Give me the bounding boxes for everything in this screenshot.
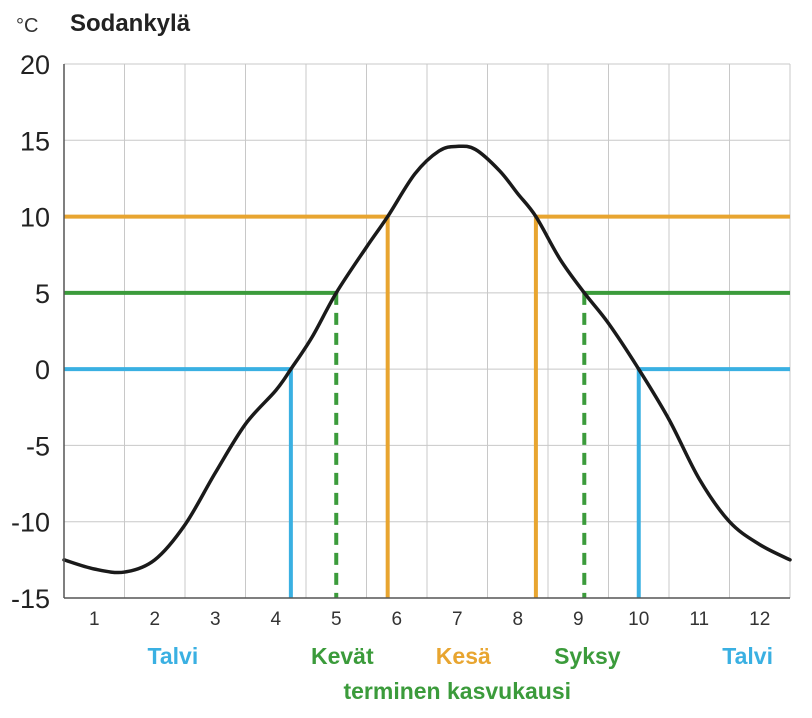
x-tick-label: 11	[689, 609, 709, 630]
x-tick-label: 6	[391, 609, 402, 630]
x-tick-label: 10	[628, 609, 649, 630]
temperature-line	[62, 144, 792, 575]
axes	[63, 64, 790, 599]
labels-layer: °C Sodankylä 1 2 3 4 5 6 7 8 9 10 11 1220151050-5-1…	[11, 10, 773, 704]
grid	[63, 63, 791, 599]
y-unit-label: °C	[16, 15, 38, 37]
x-tick-label: 5	[331, 609, 342, 630]
x-tick-label: 8	[512, 609, 523, 630]
y-tick-label: 5	[35, 279, 50, 309]
season-label: Syksy	[554, 643, 621, 669]
chart-title: Sodankylä	[70, 10, 191, 37]
y-tick-label: -15	[11, 584, 50, 614]
x-tick-label: 2	[149, 609, 160, 630]
season-label: terminen kasvukausi	[343, 678, 571, 704]
x-tick-label: 7	[452, 609, 463, 630]
x-tick-label: 12	[749, 609, 770, 630]
season-label: Talvi	[722, 643, 773, 669]
threshold-lines	[64, 214, 790, 372]
season-label: Talvi	[148, 643, 199, 669]
x-tick-label: 4	[270, 609, 281, 630]
season-label: Kevät	[311, 643, 374, 669]
y-tick-label: 10	[20, 203, 50, 233]
x-tick-label: 1	[89, 609, 100, 630]
x-tick-label: 9	[573, 609, 584, 630]
season-label: Kesä	[436, 643, 491, 669]
series-layer	[62, 144, 792, 575]
y-tick-label: 15	[20, 126, 50, 156]
y-tick-label: 0	[35, 355, 50, 385]
y-tick-label: 20	[20, 50, 50, 80]
y-tick-label: -10	[11, 508, 50, 538]
season-markers	[288, 216, 641, 598]
x-tick-label: 3	[210, 609, 221, 630]
y-tick-label: -5	[26, 431, 50, 461]
